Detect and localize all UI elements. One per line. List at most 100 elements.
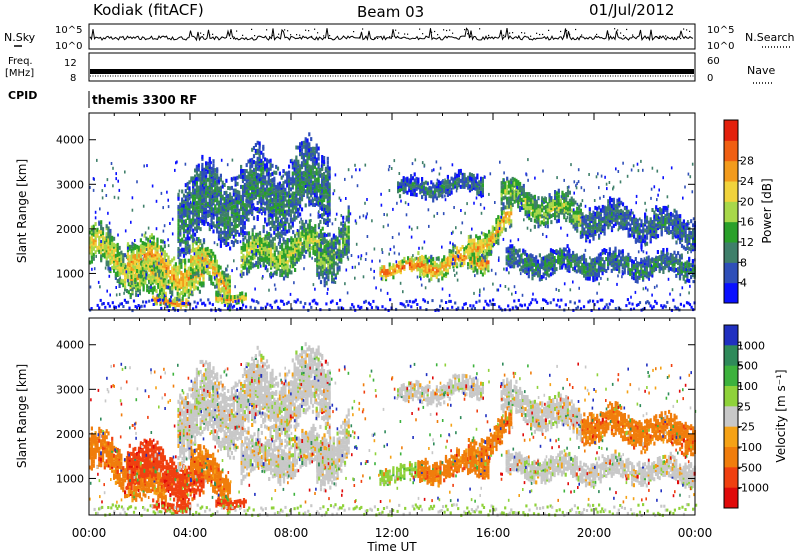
echo-cell (194, 212, 197, 217)
echo-cell (576, 206, 579, 211)
echo-cell (167, 261, 170, 266)
echo-cell (244, 292, 247, 297)
echo-cell (321, 226, 324, 231)
echo-cell (293, 177, 296, 182)
echo-cell (147, 237, 150, 242)
echo-cell (273, 242, 276, 247)
echo-cell (195, 225, 198, 229)
echo-cell (299, 225, 302, 230)
echo-cell (229, 234, 232, 239)
echo-cell (203, 215, 206, 220)
echo-cell (500, 201, 503, 206)
echo-cell (190, 248, 193, 253)
echo-cell (262, 144, 265, 149)
echo-cell (515, 178, 518, 183)
echo-cell (246, 267, 249, 272)
nave-dot (687, 75, 689, 77)
echo-cell (327, 243, 330, 248)
echo-cell (310, 246, 313, 250)
echo-cell (275, 245, 278, 250)
echo-cell (271, 200, 274, 204)
echo-cell (327, 232, 330, 237)
noise-search-dot (641, 37, 643, 39)
echo-cell (289, 209, 292, 214)
echo-cell (159, 281, 162, 286)
echo-cell (262, 257, 265, 262)
echo-cell (191, 282, 194, 287)
echo-cell (219, 197, 222, 202)
echo-cell (537, 224, 540, 229)
echo-cell (206, 269, 209, 273)
echo-cell (511, 176, 514, 181)
echo-cell (221, 180, 224, 185)
nave-dot (577, 75, 579, 77)
echo-cell (177, 204, 180, 209)
echo-cell (161, 239, 165, 244)
echo-cell (251, 234, 254, 239)
noise-search-dot (395, 29, 397, 31)
echo-cell (520, 185, 524, 190)
echo-cell (338, 239, 341, 244)
nave-dot (132, 75, 134, 77)
nave-dot (417, 75, 419, 77)
echo-cell (311, 156, 315, 161)
nave-dot (635, 75, 636, 77)
echo-cell (303, 222, 306, 227)
echo-cell (347, 229, 350, 234)
echo-cell (159, 289, 162, 294)
echo-cell (251, 200, 254, 204)
noise-search-dot (212, 33, 214, 35)
noise-search-dot (581, 34, 583, 36)
echo-cell (140, 260, 143, 265)
echo-cell (197, 209, 200, 214)
echo-cell (450, 259, 453, 264)
echo-cell (338, 245, 341, 250)
echo-cell (519, 196, 522, 200)
echo-cell (299, 253, 302, 258)
echo-cell (197, 185, 200, 190)
echo-cell (201, 154, 204, 159)
echo-cell (202, 238, 206, 243)
echo-cell (286, 209, 289, 214)
echo-cell (306, 150, 309, 155)
echo-cell (267, 221, 270, 226)
echo-cell (273, 208, 276, 213)
nave-dot (220, 75, 221, 77)
echo-cell (502, 184, 505, 189)
echo-cell (502, 226, 505, 231)
echo-cell (301, 225, 304, 230)
echo-cell (203, 189, 206, 194)
echo-cell (557, 206, 560, 211)
echo-cell (568, 198, 571, 203)
echo-cell (446, 260, 449, 265)
echo-cell (161, 271, 165, 276)
echo-cell (92, 224, 95, 229)
echo-cell (188, 236, 191, 241)
nave-dot (420, 75, 421, 77)
echo-cell (130, 275, 133, 279)
noise-search-dot (566, 29, 568, 32)
echo-cell (238, 208, 241, 213)
echo-cell (187, 288, 190, 293)
echo-cell (128, 266, 131, 271)
echo-cell (240, 174, 243, 179)
freq-tick-top: 12 (64, 58, 77, 69)
echo-cell (301, 234, 304, 238)
echo-cell (326, 164, 329, 169)
echo-cell (231, 295, 234, 300)
echo-cell (550, 214, 553, 219)
noise-search-dot (659, 37, 661, 39)
echo-cell (219, 287, 222, 292)
echo-cell (511, 180, 514, 185)
echo-cell (139, 248, 142, 253)
echo-cell (191, 274, 194, 279)
nave-dot (645, 75, 646, 77)
echo-cell (247, 217, 250, 222)
echo-cell (295, 161, 298, 166)
noise-search-dot (278, 33, 280, 35)
echo-cell (388, 266, 391, 271)
echo-cell (315, 171, 318, 176)
echo-cell (426, 265, 429, 270)
echo-cell (441, 258, 444, 263)
nave-dot (187, 75, 189, 77)
